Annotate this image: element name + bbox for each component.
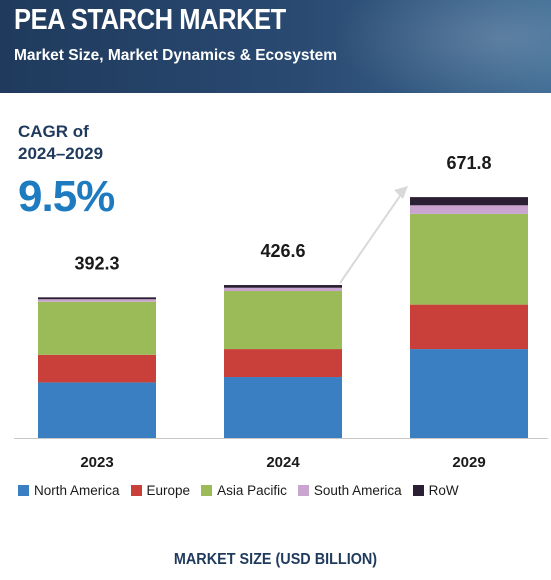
legend-item-row: RoW (412, 482, 459, 498)
bar-segment-asia-pacific-2023 (38, 301, 156, 355)
legend-swatch (412, 484, 424, 496)
bar-segment-north-america-2023 (38, 382, 156, 438)
bar-segment-europe-2023 (38, 354, 156, 383)
legend-item-south-america: South America (297, 482, 402, 498)
bar-segment-asia-pacific-2024 (224, 290, 342, 350)
legend-label: North America (34, 482, 120, 498)
legend-label: South America (313, 482, 402, 498)
legend-swatch (201, 484, 213, 496)
cagr-label-line2: 2024–2029 (18, 144, 104, 163)
bar-segment-north-america-2024 (224, 377, 342, 438)
legend-swatch (297, 484, 309, 496)
bar-total-label-2023: 392.3 (74, 253, 119, 273)
legend-item-asia-pacific: Asia Pacific (201, 483, 287, 498)
header-decoration (331, 0, 551, 93)
bar-segment-europe-2024 (224, 349, 342, 378)
legend-swatch (18, 484, 29, 496)
x-tick-label-2023: 2023 (80, 454, 113, 471)
bar-segment-south-america-2024 (224, 287, 342, 291)
bar-total-label-2029: 671.8 (446, 153, 491, 173)
page-subtitle: Market Size, Market Dynamics & Ecosystem (14, 47, 338, 64)
legend-swatch (130, 484, 142, 496)
bar-total-label-2024: 426.6 (260, 241, 305, 261)
chart-footer-title: MARKET SIZE (USD BILLION) (173, 551, 378, 568)
bar-segment-row-2023 (38, 297, 156, 300)
legend-label: Europe (146, 482, 191, 498)
legend-item-europe: Europe (130, 482, 191, 498)
bar-segment-south-america-2023 (38, 299, 156, 302)
x-tick-label-2029: 2029 (452, 454, 485, 471)
cagr-label: CAGR of 2024–2029 (18, 121, 158, 165)
legend-label: Asia Pacific (217, 482, 287, 498)
cagr-value: 9.5% (18, 172, 115, 221)
cagr-label-line1: CAGR of (18, 122, 89, 141)
bar-segment-row-2024 (224, 285, 342, 288)
bar-segment-south-america-2029 (410, 205, 528, 214)
bar-segment-row-2029 (410, 197, 528, 206)
bar-segment-north-america-2029 (410, 349, 528, 438)
growth-arrow-line (339, 192, 403, 284)
growth-arrow-head (394, 186, 408, 199)
header-banner: PEA STARCH MARKET Market Size, Market Dy… (0, 0, 551, 93)
bar-segment-asia-pacific-2029 (410, 213, 528, 305)
bar-segment-europe-2029 (410, 304, 528, 350)
legend-label: RoW (428, 482, 459, 498)
chart-legend: North America Europe Asia Pacific South Ame… (18, 480, 548, 500)
x-tick-label-2024: 2024 (266, 454, 300, 471)
legend-item-north-america: North America (18, 483, 120, 498)
page-title: PEA STARCH MARKET (14, 4, 286, 36)
